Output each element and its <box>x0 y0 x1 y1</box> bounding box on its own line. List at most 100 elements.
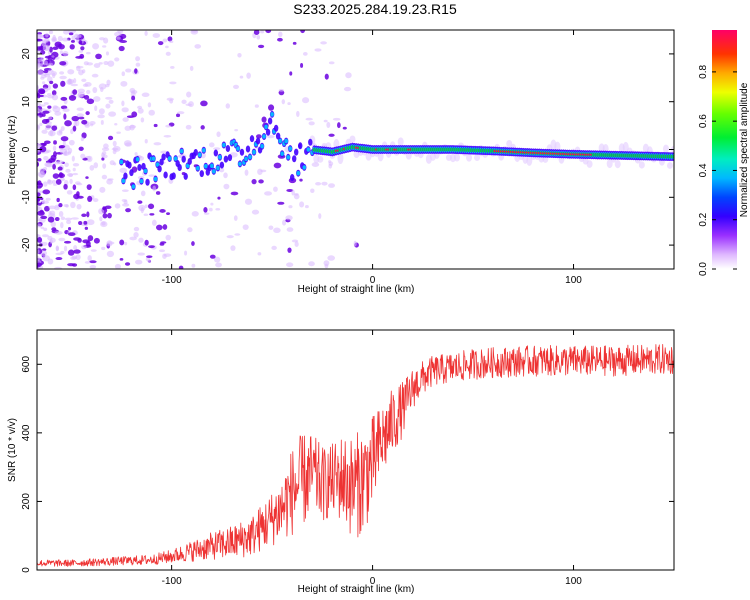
spectrogram-noise-blob <box>45 149 51 153</box>
spectrogram-x-tick-label: -100 <box>162 275 182 286</box>
spectrogram-noise-blob <box>102 45 107 48</box>
spectrogram-noise-blob <box>121 107 129 113</box>
spectrogram-noise-blob <box>57 35 63 42</box>
spectrogram-noise-blob <box>134 152 138 156</box>
spectrogram-noise-blob <box>251 178 257 185</box>
spectrogram-trace-mid <box>167 156 172 161</box>
spectrogram-noise-blob <box>49 129 54 136</box>
spectrogram-noise-blob <box>114 57 120 62</box>
spectrogram-noise-blob <box>78 50 84 53</box>
spectrogram-noise-blob <box>203 206 208 213</box>
snr-y-tick-label: 400 <box>21 424 32 441</box>
spectrogram-trace-mid <box>201 148 206 153</box>
spectrogram-noise-blob <box>37 63 41 70</box>
snr-panel: -100 0 100 0 200 400 600 Height of straight l… <box>7 329 675 595</box>
spectrogram-noise-blob <box>225 103 231 109</box>
spectrogram-noise-blob <box>131 95 136 101</box>
spectrogram-noise-blob <box>81 69 86 74</box>
spectrogram-noise-blob <box>286 227 294 232</box>
spectrogram-noise-blob <box>251 209 260 215</box>
spectrogram-noise-blob <box>98 208 105 215</box>
spectrogram-noise-blob <box>68 232 76 236</box>
spectrogram-noise-blob <box>162 253 167 259</box>
spectrogram-trace-edge <box>157 165 162 173</box>
spectrogram-noise-blob <box>114 31 122 37</box>
spectrogram-halo <box>453 153 460 162</box>
spectrogram-noise-blob <box>114 203 121 209</box>
spectrogram-noise-blob <box>138 237 144 243</box>
spectrogram-noise-blob <box>144 239 149 246</box>
spectrogram-noise-blob <box>234 128 239 132</box>
spectrogram-noise-blob <box>40 142 47 146</box>
spectrogram-noise-blob <box>55 178 62 185</box>
spectrogram-noise-blob <box>258 179 264 184</box>
spectrogram-noise-blob <box>41 199 46 205</box>
spectrogram-noise-blob <box>230 191 239 196</box>
spectrogram-trace-edge <box>255 137 261 145</box>
spectrogram-noise-blob <box>257 168 263 175</box>
spectrogram-noise-blob <box>66 190 73 195</box>
spectrogram-halo <box>349 135 356 143</box>
spectrogram-noise-blob <box>62 50 69 57</box>
spectrogram-noise-blob <box>278 88 285 92</box>
spectrogram-noise-blob <box>144 139 148 144</box>
spectrogram-noise-blob <box>260 30 265 34</box>
spectrogram-trace-mid <box>296 171 301 176</box>
spectrogram-trace-mid <box>210 163 214 169</box>
spectrogram-noise-blob <box>84 261 91 264</box>
spectrogram-halo <box>586 160 593 168</box>
spectrogram-noise-blob <box>308 261 315 267</box>
spectrogram-noise-blob <box>59 71 65 75</box>
spectrogram-trace-edge <box>123 172 128 180</box>
spectrogram-noise-blob <box>294 241 299 248</box>
spectrogram-noise-blob <box>107 212 112 219</box>
spectrogram-noise-blob <box>65 168 71 173</box>
spectrogram-noise-blob <box>185 124 192 130</box>
spectrogram-noise-blob <box>53 140 57 145</box>
spectrogram-noise-blob <box>60 136 69 142</box>
spectrogram-noise-blob <box>37 93 41 99</box>
spectrogram-noise-blob <box>129 236 137 241</box>
spectrogram-y-label: Frequency (Hz) <box>7 116 18 185</box>
spectrogram-noise-blob <box>37 192 41 197</box>
spectrogram-noise-blob <box>92 198 99 203</box>
spectrogram-halo <box>397 137 404 147</box>
spectrogram-noise-blob <box>93 96 101 102</box>
spectrogram-noise-blob <box>48 30 54 35</box>
spectrogram-noise-blob <box>108 111 117 117</box>
spectrogram-noise-blob <box>59 147 64 150</box>
spectrogram-noise-blob <box>37 38 41 42</box>
spectrogram-noise-blob <box>50 154 57 161</box>
spectrogram-noise-blob <box>85 176 89 179</box>
spectrogram-noise-blob <box>72 125 77 132</box>
spectrogram-noise-blob <box>37 237 43 243</box>
spectrogram-noise-blob <box>155 224 163 231</box>
spectrogram-noise-blob <box>42 189 51 195</box>
spectrogram-noise-blob <box>148 174 156 177</box>
spectrogram-noise-blob <box>73 245 78 251</box>
spectrogram-noise-blob <box>213 147 221 151</box>
spectrogram-noise-blob <box>153 123 158 128</box>
spectrogram-noise-blob <box>51 125 58 131</box>
spectrogram-trace-mid <box>153 176 158 182</box>
spectrogram-noise-blob <box>93 162 99 169</box>
spectrogram-noise-blob <box>37 46 43 51</box>
spectrogram-noise-blob <box>234 233 241 236</box>
spectrogram-noise-blob <box>106 79 111 86</box>
spectrogram-trace-edge <box>265 128 271 136</box>
spectrogram-noise-blob <box>73 78 77 84</box>
spectrogram-trace-edge <box>183 172 188 180</box>
spectrogram-noise-blob <box>64 162 69 168</box>
spectrogram-noise-blob <box>42 44 51 52</box>
spectrogram-noise-blob <box>191 30 198 33</box>
spectrogram-noise-blob <box>105 103 111 109</box>
spectrogram-noise-blob <box>81 78 87 83</box>
spectrogram-noise-blob <box>187 227 193 233</box>
spectrogram-noise-blob <box>58 210 64 217</box>
spectrogram-noise-blob <box>287 102 291 106</box>
spectrogram-noise-blob <box>72 89 78 95</box>
spectrogram-noise-blob <box>84 226 89 230</box>
spectrogram-noise-blob <box>38 89 46 95</box>
spectrogram-noise-blob <box>186 91 192 98</box>
spectrogram-noise-blob <box>49 80 54 85</box>
